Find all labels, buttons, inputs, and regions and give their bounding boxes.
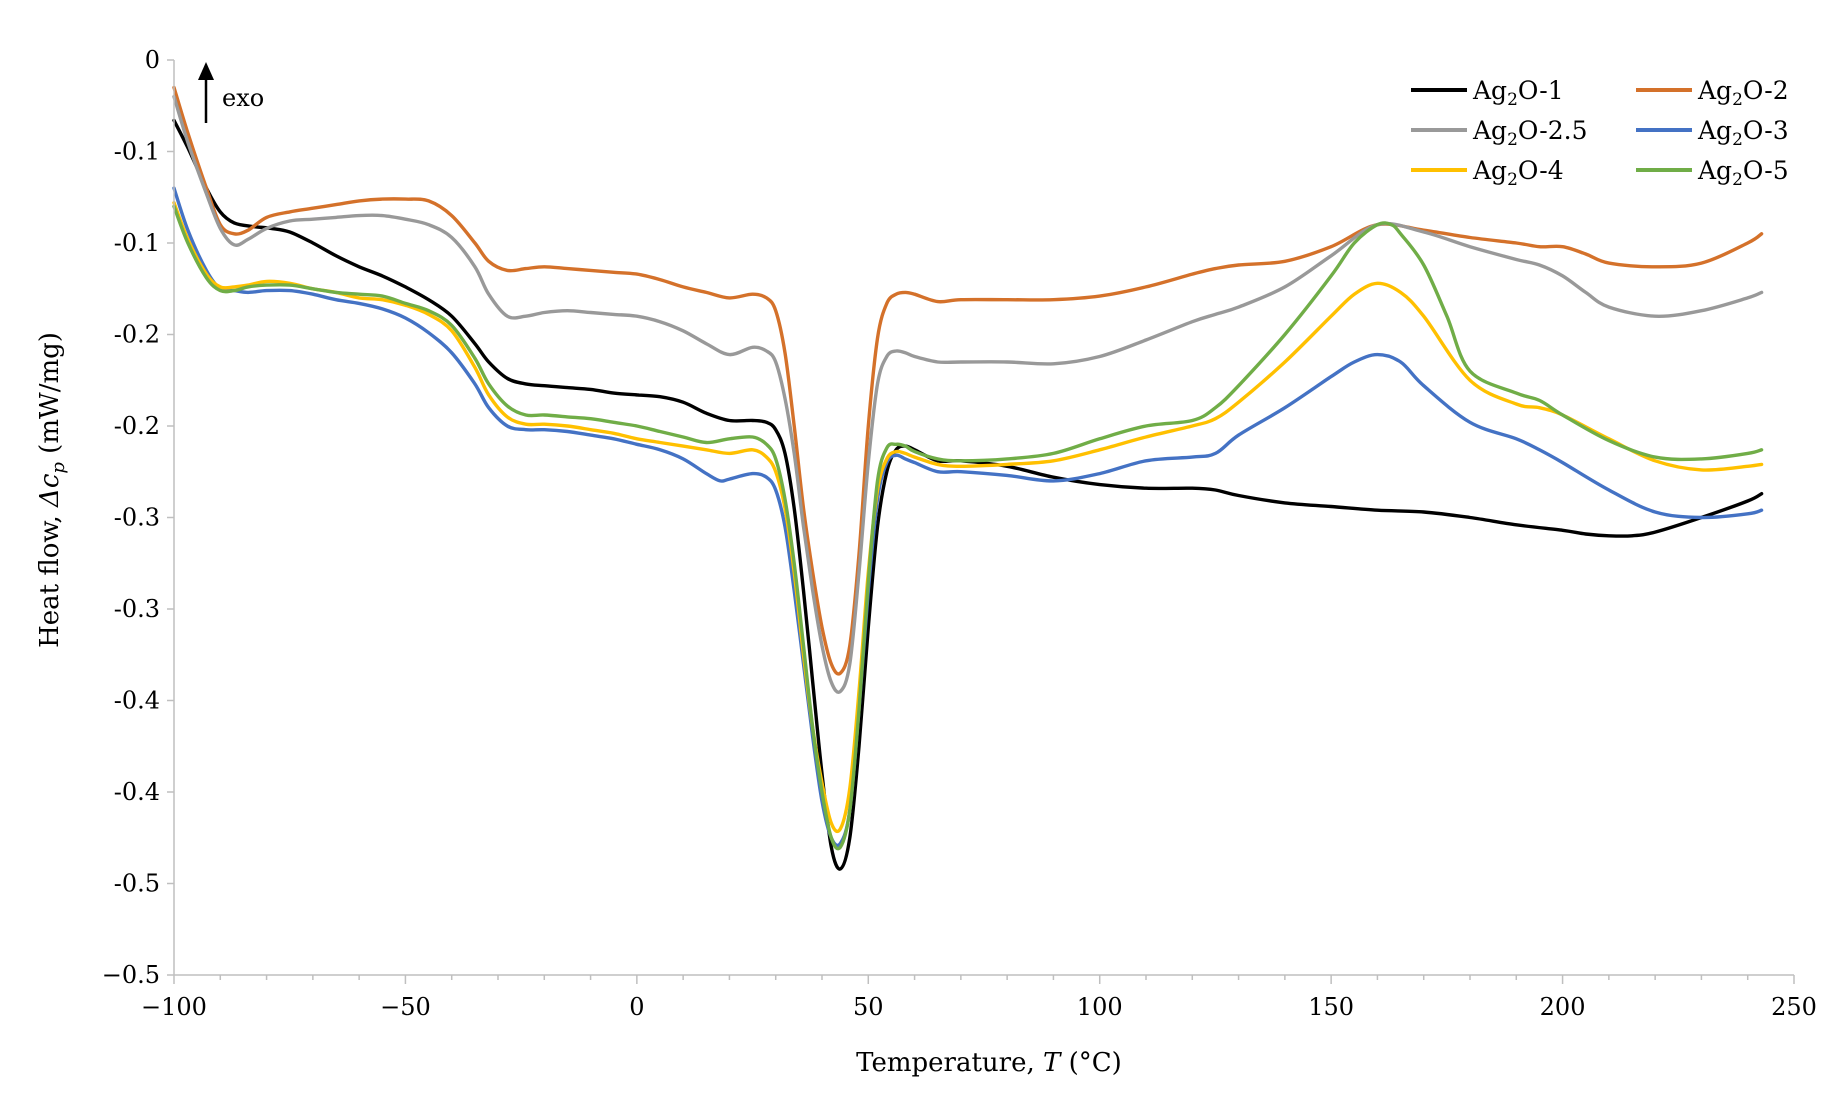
y-tick-label: 0 [145,46,160,74]
y-tick-label: -0.3 [114,504,160,532]
y-tick-label: -0.2 [114,412,160,440]
x-axis-title: Temperature, T (°C) [856,1048,1122,1078]
plot-lines [172,85,1764,871]
exo-label: exo [222,84,264,112]
y-tick-label: -0.1 [114,138,160,166]
legend-label-o-1: Ag2O-1 [1472,76,1564,110]
y-ticks: 0 -0.1 -0.1 -0.2 -0.2 -0.3 -0.3 -0.4 -0.4 -0.5 −0.… [102,46,174,989]
legend-label-o-2: Ag2O-2 [1697,76,1789,110]
y-tick-label: -0.3 [114,595,160,623]
y-tick-label: −0.5 [102,961,160,989]
exo-annotation: exo [198,62,264,123]
legend: Ag2O-1 Ag2O-2 Ag2O-2.5 Ag2O-3 Ag2O-4 Ag2O-5 [1411,76,1789,190]
x-tick-label: −50 [380,993,431,1021]
y-tick-label: -0.4 [114,778,160,806]
legend-label-o-2-5: Ag2O-2.5 [1472,116,1588,150]
legend-label-o-3: Ag2O-3 [1697,116,1789,150]
legend-label-o-4: Ag2O-4 [1472,156,1564,190]
x-tick-label: 250 [1771,993,1817,1021]
series-line-o-4 [172,201,1764,834]
x-tick-label: 100 [1077,993,1123,1021]
y-axis-title: Heat flow, Δcp (mW/mg) [35,332,69,648]
x-tick-label: 0 [629,993,644,1021]
series-line-o-3 [172,186,1764,848]
y-tick-label: -0.1 [114,229,160,257]
series-line-o-5 [172,204,1764,851]
axes [173,60,1794,976]
series-line-o-2-5 [172,94,1764,694]
x-tick-label: 200 [1540,993,1586,1021]
legend-label-o-5: Ag2O-5 [1697,156,1789,190]
exo-arrow-head-icon [198,62,214,80]
y-tick-label: -0.4 [114,687,160,715]
y-tick-label: -0.2 [114,321,160,349]
x-tick-label: 50 [853,993,884,1021]
series-line-o-2 [172,85,1764,676]
series-line-o-1 [172,118,1764,871]
x-tick-label: −100 [141,993,207,1021]
y-tick-label: -0.5 [114,870,160,898]
x-ticks: −100 −50 0 50 100 150 200 250 [141,975,1817,1021]
x-tick-label: 150 [1308,993,1354,1021]
